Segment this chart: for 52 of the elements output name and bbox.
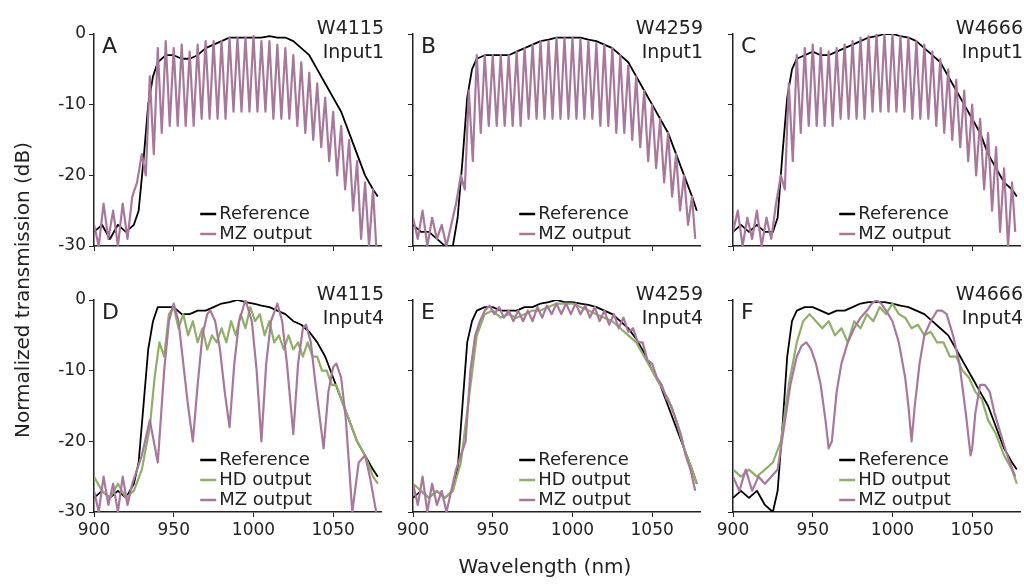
annotation: W4259 bbox=[635, 16, 703, 39]
legend-label: Reference bbox=[858, 447, 949, 469]
y-tick-label: -30 bbox=[58, 500, 86, 521]
legend-label: Reference bbox=[219, 447, 310, 469]
annotation: Input4 bbox=[641, 306, 703, 329]
annotation: W4666 bbox=[955, 282, 1023, 305]
annotation: Input1 bbox=[961, 40, 1023, 63]
annotation: E bbox=[421, 298, 435, 324]
x-tick-label: 1050 bbox=[950, 518, 994, 539]
legend-label: MZ output bbox=[858, 221, 952, 243]
annotation: W4115 bbox=[316, 16, 384, 39]
y-axis-title: Normalized transmission (dB) bbox=[10, 142, 34, 438]
annotation: B bbox=[421, 32, 437, 58]
annotation: Input4 bbox=[961, 306, 1023, 329]
y-tick-label: -20 bbox=[58, 163, 86, 184]
legend-label: HD output bbox=[858, 467, 951, 489]
annotation: C bbox=[741, 32, 757, 58]
x-tick-label: 900 bbox=[77, 518, 111, 539]
annotation: W4666 bbox=[955, 16, 1023, 39]
legend-label: Reference bbox=[858, 201, 949, 223]
annotation: Input1 bbox=[641, 40, 703, 63]
x-tick-label: 900 bbox=[396, 518, 430, 539]
y-tick-label: -20 bbox=[58, 429, 86, 450]
legend-label: Reference bbox=[219, 201, 310, 223]
legend-label: Reference bbox=[538, 447, 629, 469]
x-tick-label: 1000 bbox=[550, 518, 595, 539]
y-tick-label: -30 bbox=[58, 234, 86, 255]
x-axis-title: Wavelength (nm) bbox=[458, 554, 632, 578]
annotation: F bbox=[741, 298, 754, 324]
annotation: W4259 bbox=[635, 282, 703, 305]
y-tick-label: -10 bbox=[58, 359, 86, 380]
annotation: Input4 bbox=[322, 306, 384, 329]
x-tick-label: 950 bbox=[157, 518, 190, 539]
y-tick-label: -10 bbox=[58, 93, 86, 114]
annotation: Input1 bbox=[322, 40, 384, 63]
annotation: W4115 bbox=[316, 282, 384, 305]
legend-label: HD output bbox=[219, 467, 312, 489]
legend-label: MZ output bbox=[538, 221, 632, 243]
x-tick-label: 1000 bbox=[231, 518, 276, 539]
x-tick-label: 1000 bbox=[870, 518, 915, 539]
x-tick-label: 950 bbox=[796, 518, 829, 539]
legend-label: MZ output bbox=[219, 221, 313, 243]
legend-label: HD output bbox=[538, 467, 631, 489]
x-tick-label: 950 bbox=[476, 518, 509, 539]
annotation: D bbox=[102, 298, 119, 324]
x-tick-label: 1050 bbox=[311, 518, 355, 539]
x-tick-label: 900 bbox=[716, 518, 750, 539]
y-tick-label: 0 bbox=[75, 22, 86, 43]
legend-label: Reference bbox=[538, 201, 629, 223]
annotation: A bbox=[102, 32, 118, 58]
y-tick-label: 0 bbox=[75, 288, 86, 309]
x-tick-label: 1050 bbox=[630, 518, 674, 539]
